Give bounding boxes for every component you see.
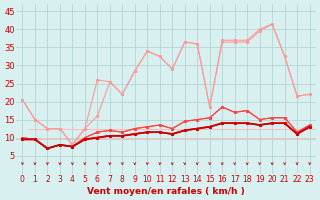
X-axis label: Vent moyen/en rafales ( km/h ): Vent moyen/en rafales ( km/h ) [87,187,245,196]
